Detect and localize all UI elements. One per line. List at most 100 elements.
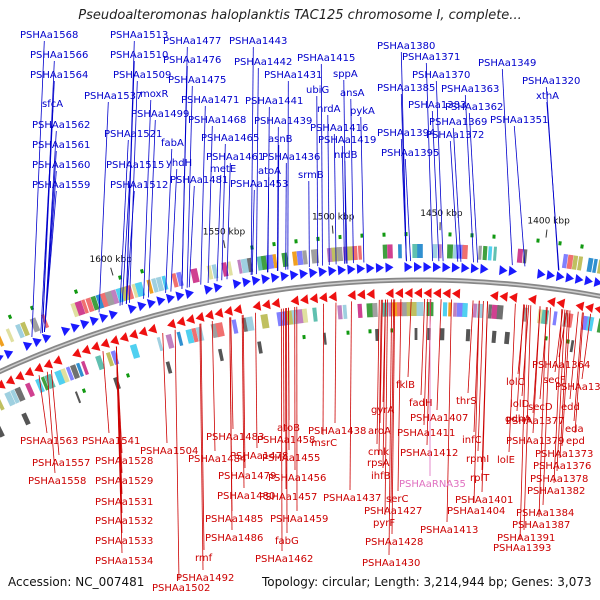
gc-marker-outer	[140, 268, 144, 274]
gc-marker-outer	[7, 314, 13, 320]
forward-gene-label: metE	[210, 164, 236, 175]
cog-feature-outer	[577, 256, 584, 271]
cog-feature-outer	[566, 254, 574, 270]
cog-feature-outer	[29, 317, 41, 333]
reverse-gene-label: PSHAa1391	[497, 533, 555, 544]
forward-gene-label: PSHAa1513	[110, 30, 168, 41]
reverse-gene-arrow	[129, 329, 139, 339]
reverse-gene-label: cmk	[368, 447, 389, 458]
reverse-gene-arrow	[148, 323, 158, 334]
forward-gene-arrow	[414, 262, 422, 272]
forward-gene-label: PSHAa1416	[310, 123, 368, 134]
forward-gene-label: PSHAa1510	[110, 50, 168, 61]
cog-feature-outer	[74, 300, 86, 316]
forward-gene-arrow	[432, 262, 441, 273]
forward-gene-arrow	[499, 265, 508, 276]
reverse-gene-arrow	[319, 292, 328, 303]
forward-gene-label: PSHAa1461	[206, 152, 264, 163]
cog-feature-outer	[417, 244, 423, 258]
forward-label-leader	[350, 98, 354, 264]
forward-gene-arrow	[565, 272, 574, 283]
cog-feature-inner	[4, 391, 16, 407]
cog-feature-inner	[76, 362, 84, 377]
reverse-gene-label: PSHAa1528	[95, 456, 153, 467]
reverse-gene-label: rpsA	[367, 458, 390, 469]
forward-label-leader	[125, 60, 135, 304]
reverse-label-leader	[556, 309, 566, 472]
reverse-gene-label: thrS	[456, 396, 477, 407]
forward-gene-arrow	[546, 270, 555, 280]
forward-gene-arrow	[61, 326, 71, 337]
cog-feature-inner	[245, 316, 255, 332]
forward-gene-arrow	[156, 296, 166, 306]
misc-feature	[323, 332, 327, 345]
reverse-gene-arrow	[509, 292, 518, 303]
reverse-gene-label: PSHAa1427	[364, 506, 422, 517]
forward-gene-label: PSHAa1481	[170, 175, 228, 186]
reverse-label-leader	[420, 298, 426, 396]
reverse-gene-label: PSHAa1437	[323, 493, 381, 504]
forward-gene-label: PSHAa1566	[30, 50, 88, 61]
gc-marker-outer	[338, 234, 342, 240]
reverse-label-leader	[407, 299, 412, 378]
reverse-gene-label: PSHAa1457	[259, 492, 317, 503]
forward-label-leader	[250, 46, 254, 275]
forward-gene-label: PSHAa1369	[429, 117, 487, 128]
forward-label-leader	[333, 133, 337, 265]
forward-gene-arrow	[451, 262, 460, 273]
cog-feature-outer	[237, 259, 243, 274]
cog-feature-inner	[552, 311, 558, 326]
cog-feature-inner	[388, 302, 392, 317]
reverse-label-leader	[388, 299, 393, 556]
forward-gene-arrow	[185, 289, 194, 299]
scale-tick	[545, 229, 548, 238]
forward-label-leader	[277, 144, 280, 271]
misc-feature	[465, 329, 471, 342]
forward-gene-label: PSHAa1441	[245, 96, 303, 107]
cog-feature-inner	[416, 302, 424, 316]
forward-gene-label: PSHAa1370	[412, 70, 470, 81]
cog-feature-inner	[81, 360, 89, 376]
reverse-label-leader	[282, 308, 285, 433]
forward-label-leader	[360, 116, 365, 263]
reverse-gene-arrow	[252, 300, 262, 311]
forward-gene-arrow	[347, 264, 356, 275]
forward-label-leader	[546, 101, 560, 271]
cog-feature-outer	[20, 321, 30, 337]
forward-gene-label: PSHAa1537	[84, 91, 142, 102]
forward-label-leader	[404, 158, 411, 262]
forward-gene-arrow	[213, 282, 223, 293]
reverse-label-leader	[285, 308, 287, 490]
reverse-label-leader	[241, 315, 245, 489]
forward-gene-label: PSHAa1363	[441, 84, 499, 95]
cog-feature-outer	[131, 283, 139, 298]
reverse-gene-label: fabG	[275, 536, 299, 547]
cog-feature-outer	[592, 258, 598, 273]
forward-label-leader	[207, 125, 213, 284]
gc-marker-outer	[272, 242, 276, 247]
cog-feature-inner	[357, 303, 363, 318]
reverse-label-leader	[102, 351, 110, 434]
cog-feature-outer	[240, 258, 250, 274]
reverse-gene-arrow	[328, 291, 337, 302]
reverse-gene-label: epd	[566, 436, 585, 447]
cog-feature-inner	[442, 302, 448, 317]
cog-feature-outer	[110, 289, 120, 305]
reverse-gene-arrow	[290, 295, 300, 306]
forward-gene-label: srmB	[298, 170, 324, 181]
forward-gene-arrow	[127, 304, 137, 314]
reverse-gene-label: PSHAa1377	[506, 416, 564, 427]
cog-feature-outer	[104, 290, 116, 306]
reverse-gene-arrow	[271, 298, 281, 308]
reverse-gene-label: PSHAa1459	[270, 514, 328, 525]
gc-marker-inner	[302, 334, 306, 340]
reverse-gene-label: PSHAa1393	[493, 543, 551, 554]
cog-feature-outer	[120, 286, 130, 302]
reverse-label-leader	[397, 299, 402, 492]
cog-feature-inner	[40, 376, 50, 391]
forward-gene-label: PSHAa1561	[32, 140, 90, 151]
reverse-label-leader	[473, 300, 480, 504]
reverse-gene-arrow	[347, 290, 356, 301]
cog-feature-outer	[155, 276, 165, 292]
cog-feature-outer	[331, 247, 339, 262]
